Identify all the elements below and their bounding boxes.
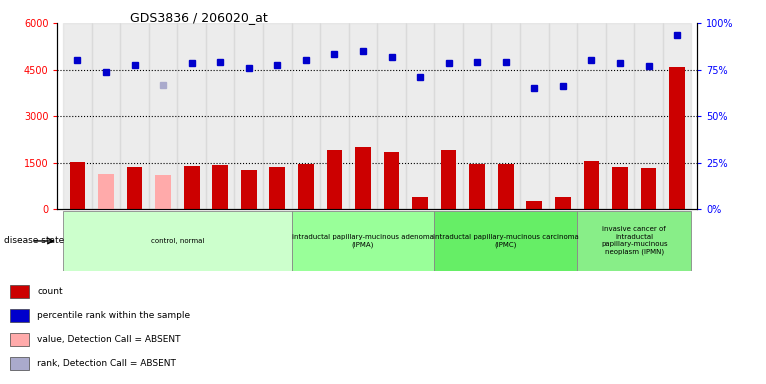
Bar [10,285,29,298]
Bar [663,23,692,209]
Bar [149,23,178,209]
Bar [10,357,29,370]
Text: GDS3836 / 206020_at: GDS3836 / 206020_at [130,12,268,25]
Text: percentile rank within the sample: percentile rank within the sample [38,311,190,320]
Bar [298,164,314,209]
Bar [463,23,492,209]
Bar [378,23,406,209]
Bar [406,23,434,209]
Bar [349,23,378,209]
Bar [234,23,263,209]
Text: intraductal papillary-mucinous carcinoma
(IPMC): intraductal papillary-mucinous carcinoma… [433,234,578,248]
Bar [10,309,29,322]
Bar [63,211,292,271]
Bar [526,200,542,209]
Bar [263,23,292,209]
Bar [434,23,463,209]
Bar [126,167,142,209]
Bar [92,23,120,209]
Bar [212,165,228,209]
Text: disease state: disease state [4,237,64,245]
Bar [440,150,457,209]
Text: value, Detection Call = ABSENT: value, Detection Call = ABSENT [38,335,181,344]
Bar [577,211,692,271]
Bar [548,23,577,209]
Bar [206,23,234,209]
Bar [98,174,114,209]
Text: control, normal: control, normal [151,238,204,244]
Bar [584,162,599,209]
Bar [355,147,371,209]
Text: count: count [38,287,63,296]
Bar [577,23,606,209]
Bar [120,23,149,209]
Bar [178,23,206,209]
Bar [640,168,656,209]
Bar [612,167,628,209]
Bar [470,164,485,209]
Bar [10,333,29,346]
Bar [270,167,285,209]
Bar [241,170,257,209]
Bar [492,23,520,209]
Bar [555,197,571,209]
Bar [384,152,399,209]
Bar [634,23,663,209]
Bar [155,175,171,209]
Bar [606,23,634,209]
Bar [320,23,349,209]
Bar [292,23,320,209]
Bar [63,23,92,209]
Text: intraductal papillary-mucinous adenoma
(IPMA): intraductal papillary-mucinous adenoma (… [292,234,434,248]
Text: rank, Detection Call = ABSENT: rank, Detection Call = ABSENT [38,359,176,368]
Bar [184,166,199,209]
Bar [292,211,434,271]
Bar [669,67,685,209]
Bar [434,211,577,271]
Bar [520,23,548,209]
Text: invasive cancer of
intraductal
papillary-mucinous
neoplasm (IPMN): invasive cancer of intraductal papillary… [601,227,667,255]
Bar [70,162,85,209]
Bar [412,197,428,209]
Bar [498,164,513,209]
Bar [326,150,342,209]
